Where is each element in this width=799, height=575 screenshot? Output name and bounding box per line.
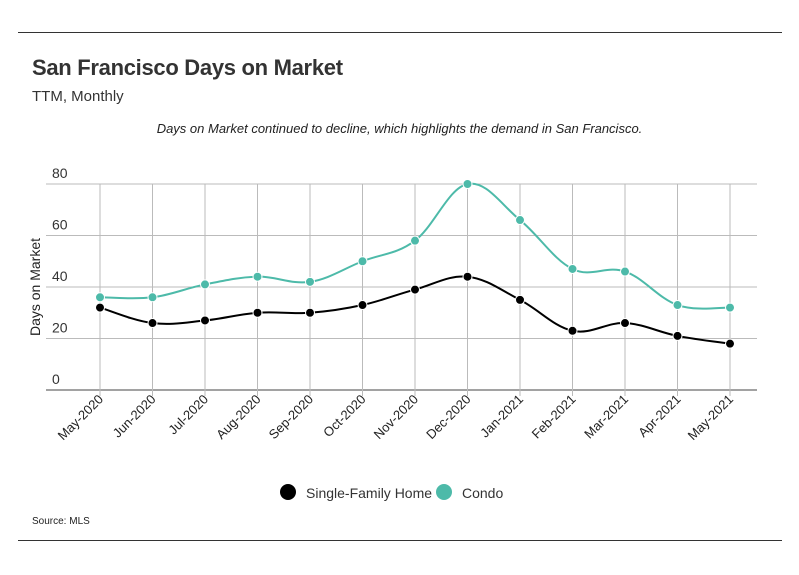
chart-subtitle: TTM, Monthly xyxy=(32,88,124,105)
x-tick-label: Oct-2020 xyxy=(320,392,368,440)
legend-label-single-family-home: Single-Family Home xyxy=(306,485,432,501)
y-tick-label: 20 xyxy=(52,320,68,336)
legend: Single-Family Home Condo xyxy=(280,484,503,501)
y-tick-label: 40 xyxy=(52,268,68,284)
x-tick-label: Nov-2020 xyxy=(371,392,421,442)
x-tick-label: Feb-2021 xyxy=(529,392,579,442)
data-point-single-family-home xyxy=(620,318,630,329)
data-point-condo xyxy=(672,300,683,311)
x-tick-label: Aug-2020 xyxy=(213,392,263,442)
y-axis-ticks: 0 20 40 60 80 xyxy=(52,165,68,387)
data-point-single-family-home xyxy=(410,284,420,295)
x-tick-label: Mar-2021 xyxy=(581,392,631,442)
y-axis-label: Days on Market xyxy=(27,238,43,336)
data-point-single-family-home xyxy=(567,325,578,336)
data-point-single-family-home xyxy=(147,318,158,329)
data-point-condo xyxy=(567,263,578,274)
x-tick-label: Jul-2020 xyxy=(165,392,211,438)
x-tick-label: Jan-2021 xyxy=(477,392,526,441)
data-point-single-family-home xyxy=(725,338,735,349)
data-point-single-family-home xyxy=(95,302,105,313)
x-tick-label: Sep-2020 xyxy=(266,392,316,442)
series-group xyxy=(95,179,735,349)
data-point-single-family-home xyxy=(357,300,368,311)
x-tick-label: Apr-2021 xyxy=(635,392,683,440)
x-tick-label: May-2020 xyxy=(55,392,106,443)
y-tick-label: 0 xyxy=(52,371,60,387)
x-tick-label: May-2021 xyxy=(685,392,736,443)
data-point-condo xyxy=(95,292,105,303)
legend-marker-condo xyxy=(436,484,452,500)
data-point-condo xyxy=(410,235,420,246)
y-tick-label: 60 xyxy=(52,217,68,233)
legend-marker-single-family-home xyxy=(280,484,296,500)
x-tick-label: Jun-2020 xyxy=(110,392,159,441)
chart-annotation: Days on Market continued to decline, whi… xyxy=(156,121,643,136)
data-point-condo xyxy=(357,256,368,267)
data-point-single-family-home xyxy=(305,307,315,318)
data-point-single-family-home xyxy=(252,307,263,318)
y-tick-label: 80 xyxy=(52,165,68,181)
data-point-single-family-home xyxy=(672,330,683,341)
data-point-condo xyxy=(305,276,315,287)
legend-label-condo: Condo xyxy=(462,485,503,501)
data-point-condo xyxy=(200,279,210,290)
chart-title: San Francisco Days on Market xyxy=(32,55,343,80)
data-point-condo xyxy=(515,215,525,226)
x-tick-label: Dec-2020 xyxy=(423,392,473,442)
data-point-single-family-home xyxy=(200,315,210,326)
data-point-single-family-home xyxy=(462,271,473,282)
data-point-condo xyxy=(620,266,630,277)
x-axis-ticks: May-2020 Jun-2020 Jul-2020 Aug-2020 Sep-2020… xyxy=(55,392,736,443)
data-point-single-family-home xyxy=(515,294,525,305)
source-note: Source: MLS xyxy=(32,516,90,527)
data-point-condo xyxy=(462,179,473,189)
data-point-condo xyxy=(725,302,735,313)
data-point-condo xyxy=(147,292,158,303)
grid-lines xyxy=(46,183,757,396)
top-rule xyxy=(18,32,782,33)
data-point-condo xyxy=(252,271,263,282)
bottom-rule xyxy=(18,540,782,541)
